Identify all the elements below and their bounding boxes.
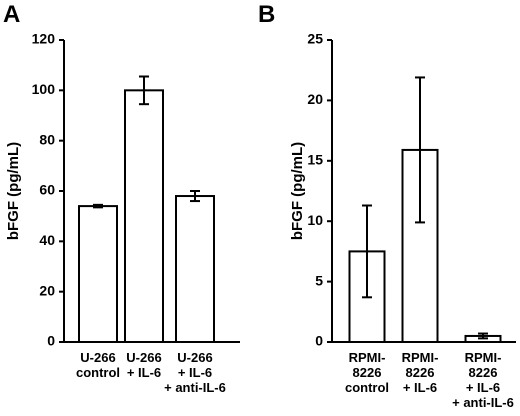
y-tick-label: 25 (307, 31, 323, 47)
y-tick-label: 40 (39, 232, 55, 248)
panel-letter-b: B (258, 1, 275, 28)
x-category-label: RPMI-8226 + IL-6 (402, 350, 439, 395)
x-category-label: U-266 + IL-6 (126, 350, 161, 380)
panel-letter-a: A (3, 1, 20, 28)
y-tick-label: 15 (307, 152, 323, 168)
y-tick-label: 20 (39, 282, 55, 298)
y-tick-label: 5 (315, 272, 323, 288)
y-tick-label: 0 (47, 333, 55, 349)
y-tick-label: 10 (307, 212, 323, 228)
x-category-label: U-266 control (76, 350, 120, 380)
y-axis-title: bFGF (pg/mL) (5, 142, 22, 240)
y-axis-title: bFGF (pg/mL) (289, 142, 306, 240)
bar (175, 195, 215, 343)
chart-panel-b: bFGF (pg/mL) 0 5 10 15 20 25 RPMI-8226 control RP… (289, 31, 516, 410)
bar (124, 89, 164, 344)
y-tick-label: 60 (39, 182, 55, 198)
y-tick-label: 120 (32, 31, 56, 47)
y-tick-label: 100 (32, 81, 56, 97)
x-category-label: RPMI-8226 + IL-6 + anti-IL-6 (452, 350, 514, 410)
y-tick-label: 0 (315, 333, 323, 349)
y-tick-label: 20 (307, 91, 323, 107)
x-category-label: RPMI-8226 control (345, 350, 389, 395)
x-category-label: U-266 + IL-6 + anti-IL-6 (164, 350, 226, 395)
y-tick-label: 80 (39, 131, 55, 147)
bar (78, 205, 118, 343)
